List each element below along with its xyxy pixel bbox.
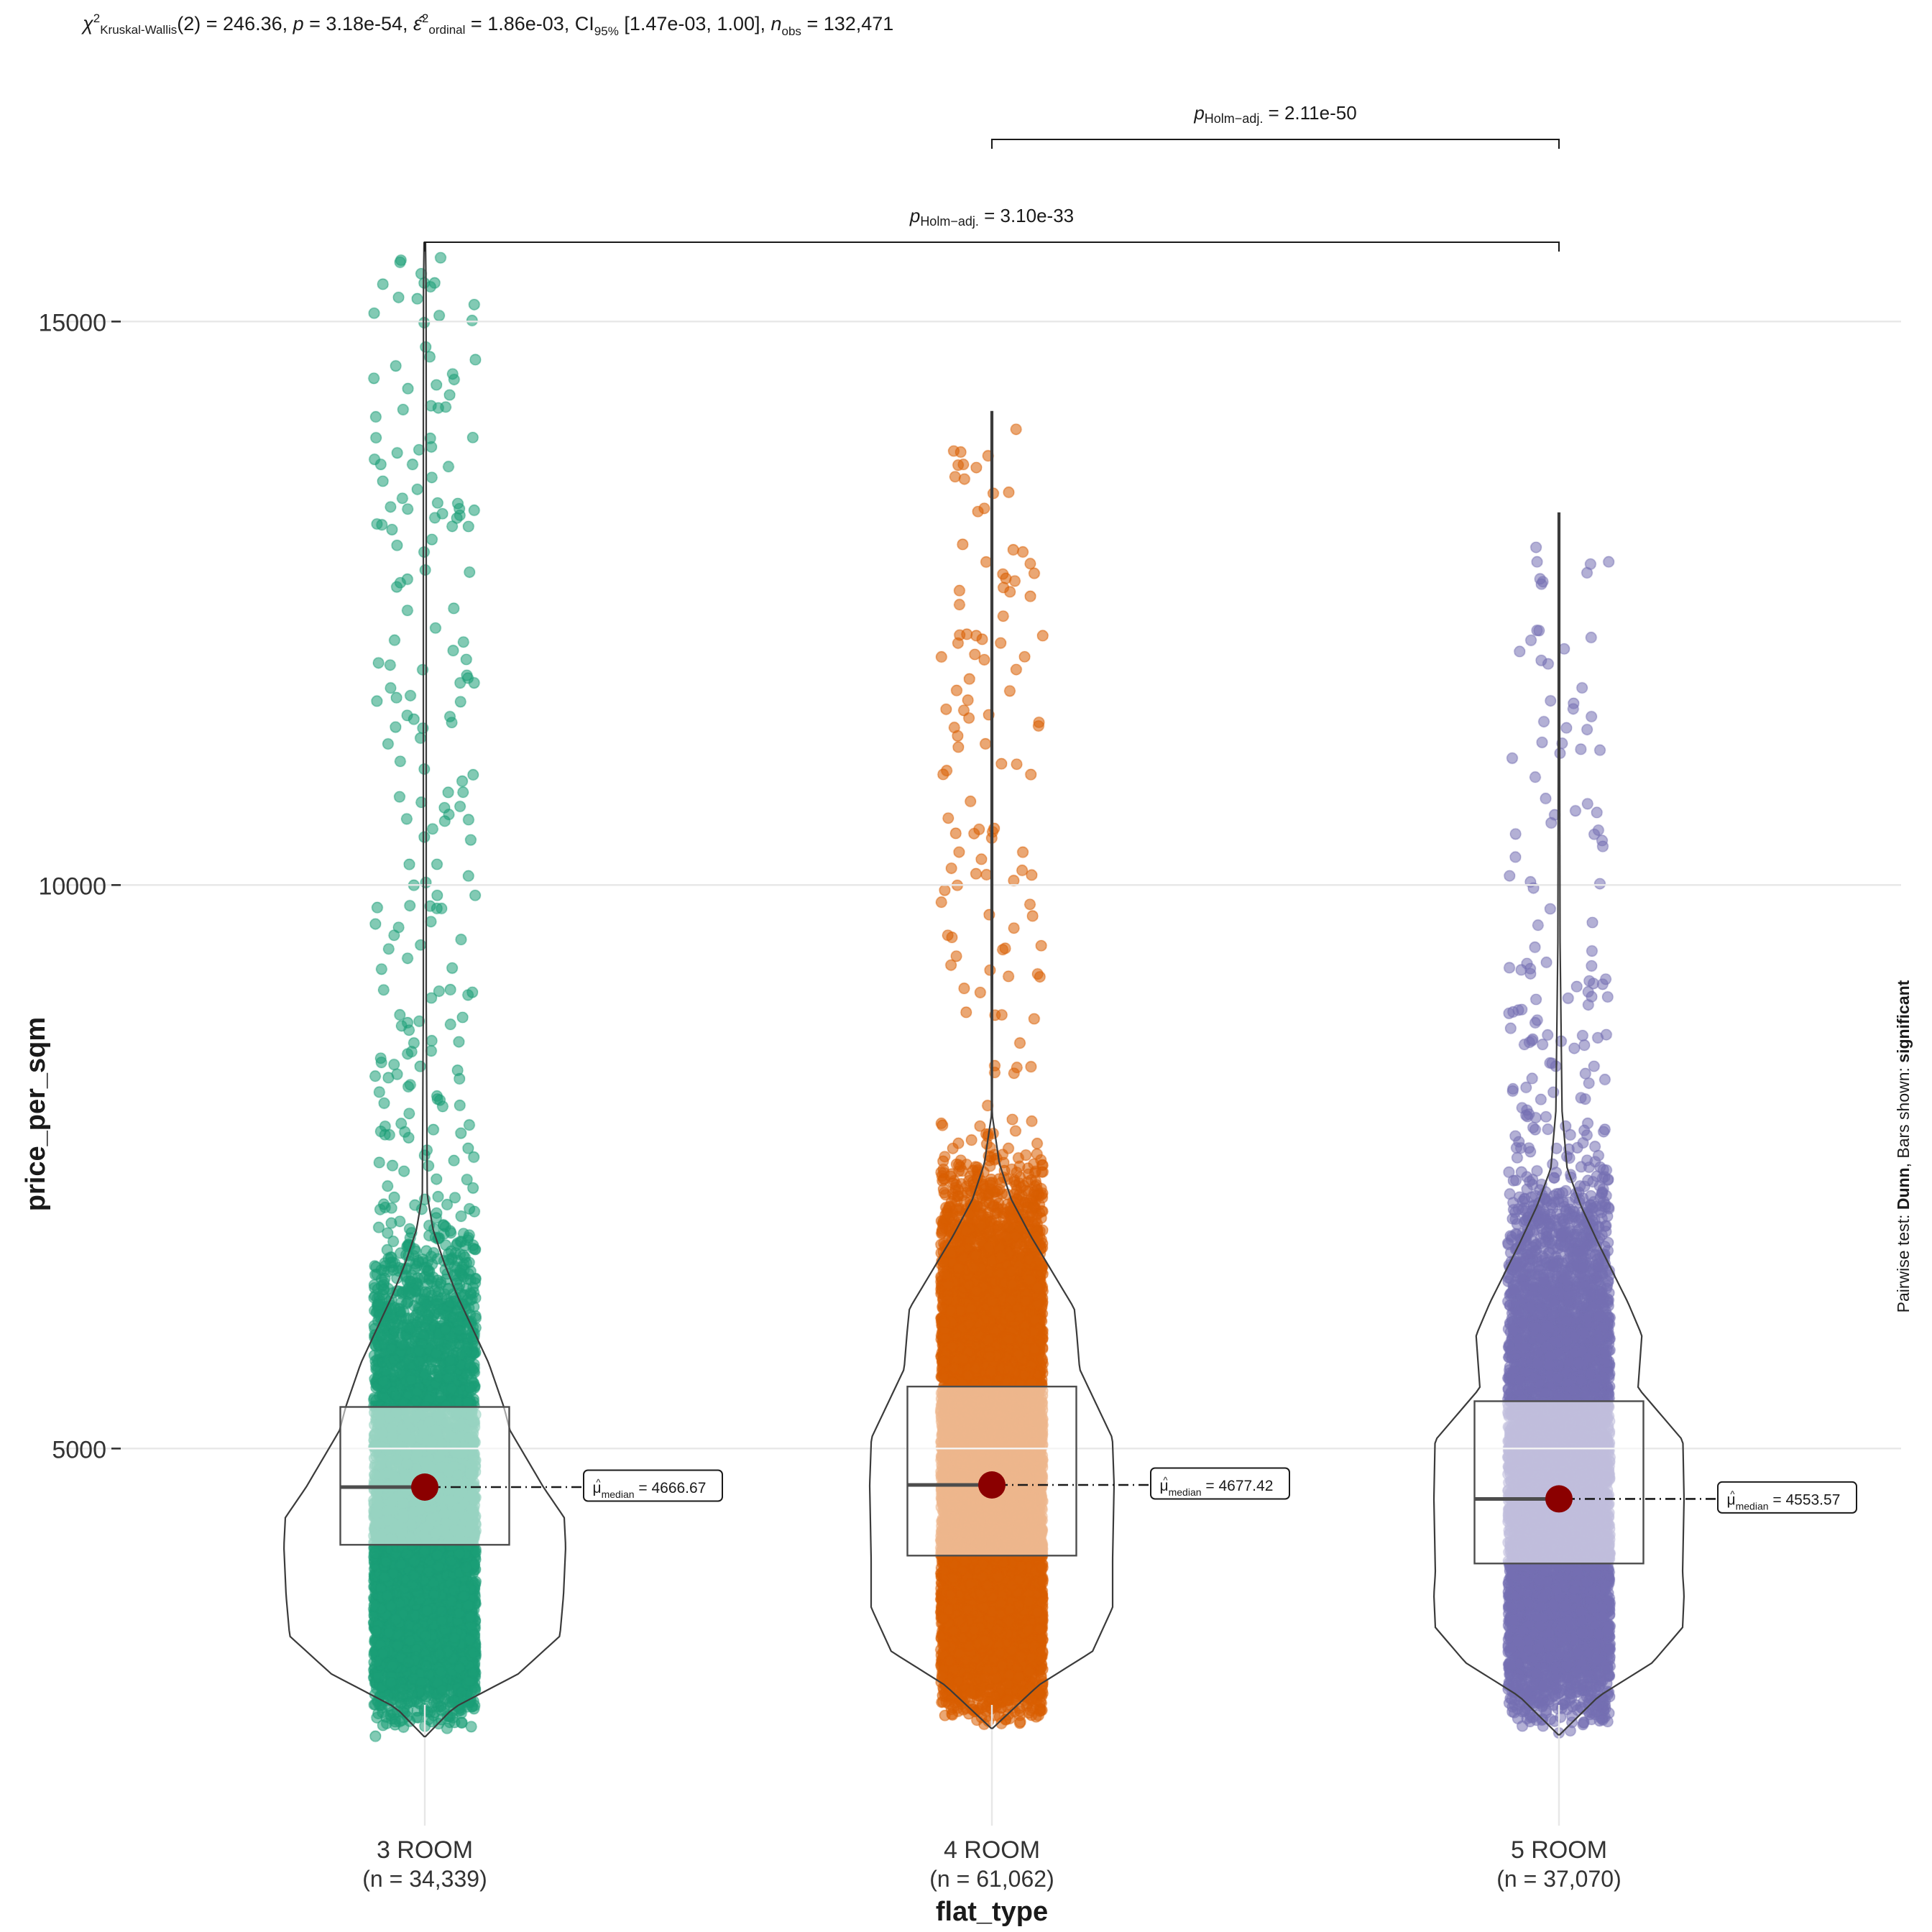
svg-text:5 ROOM: 5 ROOM <box>1511 1836 1607 1864</box>
svg-text:Pairwise test: Dunn, Bars show: Pairwise test: Dunn, Bars shown: signifi… <box>1894 980 1913 1312</box>
svg-text:flat_type: flat_type <box>936 1897 1048 1927</box>
svg-text:pHolm−adj. = 2.11e-50: pHolm−adj. = 2.11e-50 <box>1193 102 1356 126</box>
svg-text:10000: 10000 <box>38 873 106 900</box>
svg-text:price_per_sqm: price_per_sqm <box>21 1017 51 1211</box>
svg-text:(n = 37,070): (n = 37,070) <box>1496 1866 1621 1892</box>
svg-text:4 ROOM: 4 ROOM <box>944 1836 1040 1864</box>
svg-text:5000: 5000 <box>52 1436 106 1463</box>
svg-text:(n = 34,339): (n = 34,339) <box>362 1866 487 1892</box>
svg-text:pHolm−adj. = 3.10e-33: pHolm−adj. = 3.10e-33 <box>909 205 1074 229</box>
svg-text:χ2Kruskal-Wallis(2) = 246.36,: χ2Kruskal-Wallis(2) = 246.36, p = 3.18e-… <box>81 12 893 38</box>
svg-text:15000: 15000 <box>38 309 106 336</box>
svg-text:(n = 61,062): (n = 61,062) <box>929 1866 1054 1892</box>
svg-text:3 ROOM: 3 ROOM <box>377 1836 473 1864</box>
